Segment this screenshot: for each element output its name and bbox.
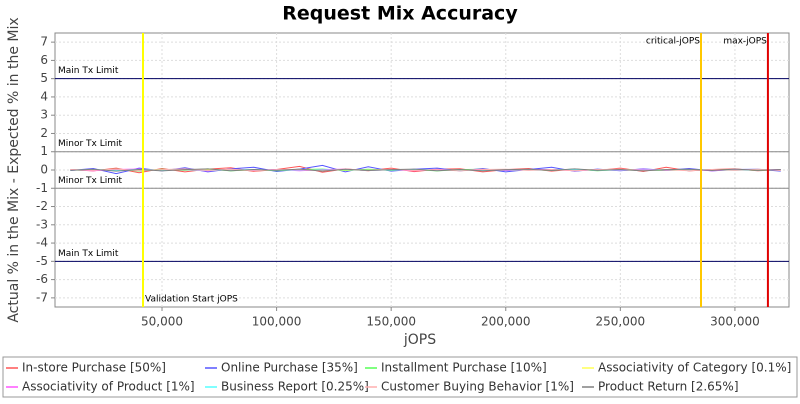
chart-title: Request Mix Accuracy [282,3,518,25]
legend-label: Online Purchase [35%] [221,361,358,375]
y-tick-label: -1 [36,181,48,195]
y-tick-label: 0 [40,163,48,177]
domain-marker-label: max-jOPS [723,37,767,47]
y-tick-label: 7 [40,35,48,49]
x-tick-label: 150,000 [366,315,416,329]
x-axis-label: jOPS [403,332,436,348]
y-tick-label: -2 [36,199,48,213]
legend-box [2,356,798,398]
y-tick-label: -6 [36,272,48,286]
range-marker-label: Main Tx Limit [58,66,119,76]
legend-label: Associativity of Category [0.1%] [598,361,791,375]
y-tick-label: -7 [36,290,48,304]
x-tick-label: 250,000 [596,315,646,329]
legend-label: Customer Buying Behavior [1%] [381,380,574,394]
range-marker-label: Minor Tx Limit [58,176,123,186]
x-tick-label: 300,000 [710,315,760,329]
y-tick-label: -5 [36,254,48,268]
y-axis-label: Actual % in the Mix - Expected % in the … [6,17,22,322]
y-tick-label: 5 [40,71,48,85]
x-tick-label: 100,000 [252,315,302,329]
x-tick-label: 50,000 [141,315,183,329]
legend-label: Business Report [0.25%] [221,380,369,394]
range-marker-label: Main Tx Limit [58,249,119,259]
y-tick-label: 4 [40,89,48,103]
y-tick-label: -4 [36,236,48,250]
y-tick-label: 2 [40,126,48,140]
y-tick-label: 6 [40,53,48,67]
x-tick-label: 200,000 [481,315,531,329]
legend-label: Associativity of Product [1%] [22,380,195,394]
legend-label: Product Return [2.65%] [598,380,739,394]
y-tick-label: -3 [36,217,48,231]
y-tick-label: 1 [40,144,48,158]
y-tick-label: 3 [40,108,48,122]
domain-marker-label: Validation Start jOPS [145,295,238,305]
domain-marker-label: critical-jOPS [646,37,700,47]
range-marker-label: Minor Tx Limit [58,139,123,149]
legend-label: Installment Purchase [10%] [381,361,547,375]
legend-label: In-store Purchase [50%] [22,361,166,375]
series-line [70,168,781,172]
